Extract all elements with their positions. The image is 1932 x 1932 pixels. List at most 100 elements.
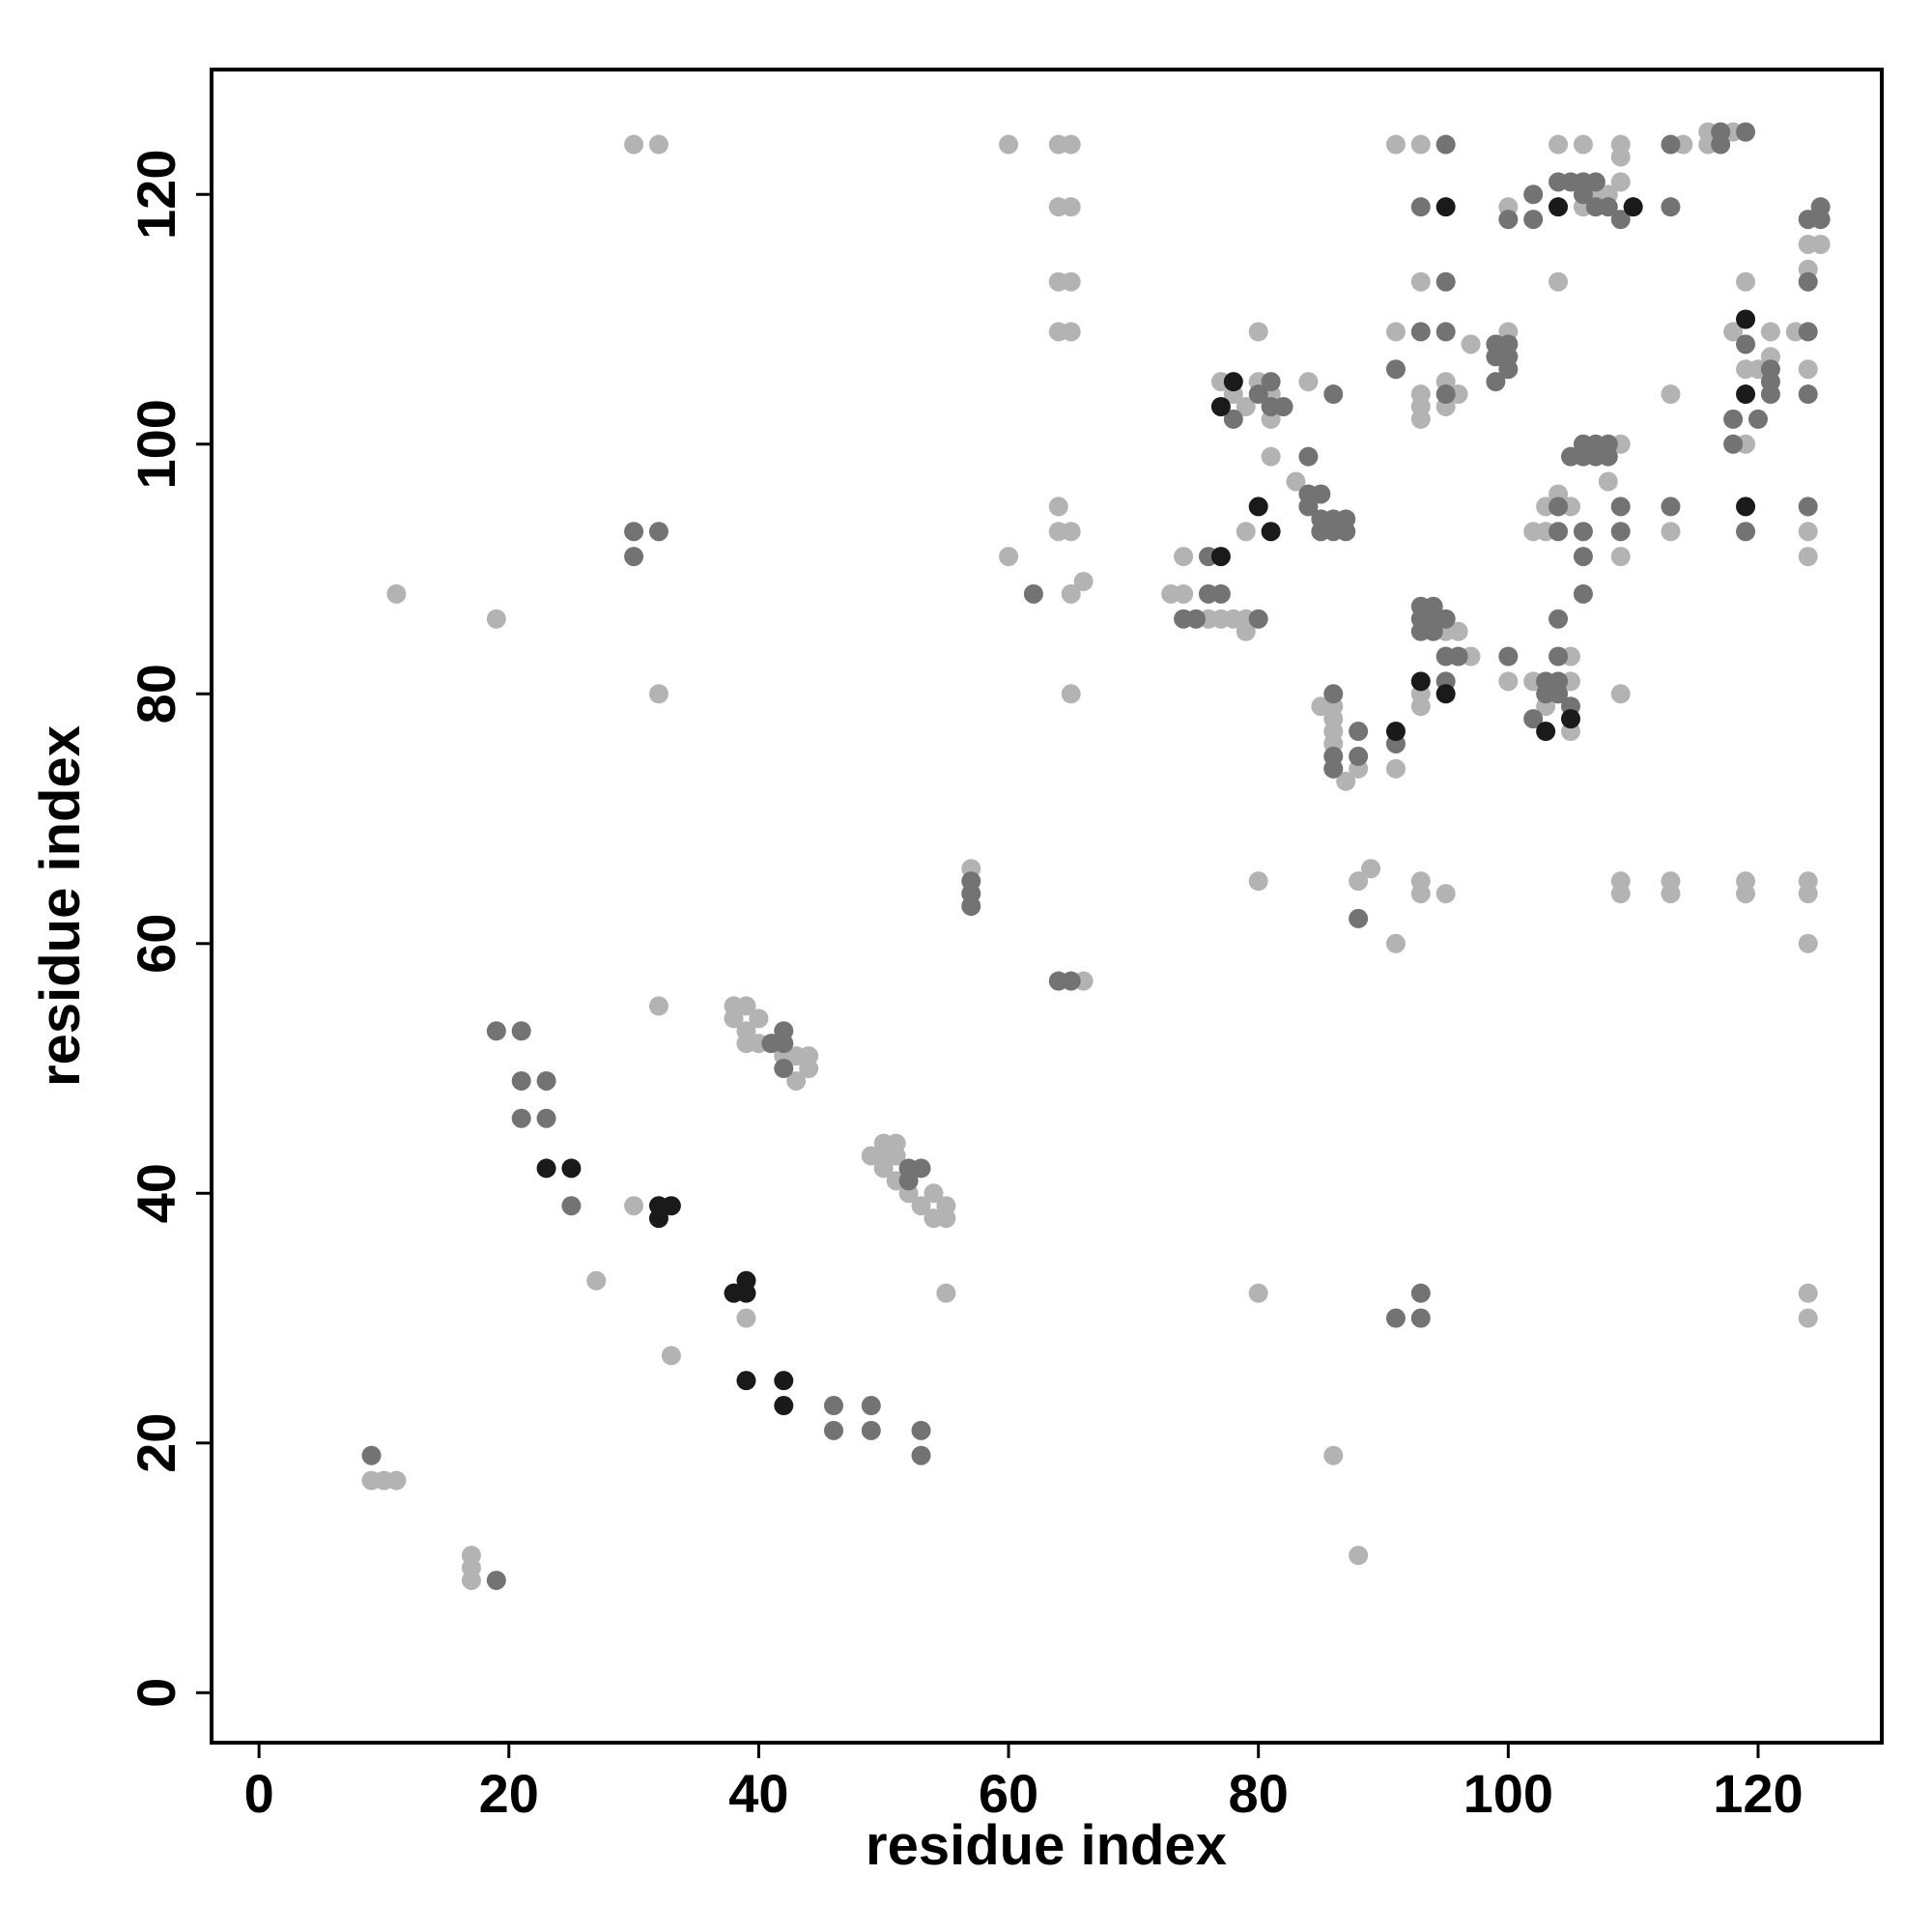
point (1548, 609, 1569, 629)
point (536, 1070, 556, 1091)
point (1523, 185, 1544, 205)
point (1461, 334, 1481, 355)
point (1736, 334, 1756, 355)
point (1798, 1283, 1818, 1303)
point (1323, 384, 1344, 405)
point (1286, 471, 1306, 492)
point (1410, 197, 1431, 217)
point (1385, 758, 1406, 779)
point (1661, 497, 1681, 517)
point (1248, 1283, 1268, 1303)
point (1798, 384, 1818, 405)
point (648, 522, 668, 542)
point (774, 1396, 794, 1416)
point (911, 1196, 931, 1216)
point (1736, 122, 1756, 142)
point (1736, 309, 1756, 329)
point (1610, 147, 1631, 167)
point (1174, 583, 1194, 604)
x-tick-label: 60 (979, 1763, 1038, 1824)
point (1311, 484, 1331, 504)
point (1349, 722, 1369, 742)
point (1210, 547, 1231, 567)
point (1236, 396, 1256, 416)
point (1523, 210, 1544, 230)
point (1798, 497, 1818, 517)
point (1498, 359, 1519, 380)
point (736, 1308, 756, 1328)
point (1610, 684, 1631, 704)
point (1323, 758, 1344, 779)
point (1435, 384, 1456, 405)
point (999, 134, 1019, 155)
point (1573, 547, 1593, 567)
point (1486, 372, 1506, 392)
point (624, 522, 644, 542)
point (511, 1021, 531, 1041)
point (1523, 709, 1544, 729)
point (1435, 322, 1456, 342)
point (749, 1009, 769, 1029)
point (1410, 884, 1431, 904)
point (1349, 1546, 1369, 1566)
point (1410, 409, 1431, 429)
point (824, 1396, 844, 1416)
point (1486, 347, 1506, 367)
point (648, 996, 668, 1016)
point (386, 583, 407, 604)
point (1723, 434, 1744, 454)
point (1610, 522, 1631, 542)
point (1598, 446, 1618, 467)
x-axis-label: residue index (866, 1814, 1227, 1877)
point (648, 684, 668, 704)
point (1385, 134, 1406, 155)
point (1548, 271, 1569, 292)
point (586, 1270, 607, 1291)
point (898, 1171, 919, 1191)
point (1435, 684, 1456, 704)
point (1661, 197, 1681, 217)
point (1798, 522, 1818, 542)
point (724, 1009, 744, 1029)
point (774, 1059, 794, 1079)
point (486, 1021, 506, 1041)
point (1023, 583, 1043, 604)
point (1186, 609, 1207, 629)
point (1760, 322, 1780, 342)
point (1410, 1308, 1431, 1328)
point (1061, 134, 1081, 155)
point (1385, 722, 1406, 742)
point (1385, 359, 1406, 380)
x-tick-label: 20 (479, 1763, 539, 1824)
point (1349, 746, 1369, 766)
point (1223, 409, 1243, 429)
point (736, 1371, 756, 1391)
point (911, 1445, 931, 1465)
point (461, 1570, 481, 1590)
point (1661, 134, 1681, 155)
point (511, 1070, 531, 1091)
point (1736, 384, 1756, 405)
x-tick-label: 40 (728, 1763, 788, 1824)
point (1548, 522, 1569, 542)
point (1248, 609, 1268, 629)
point (1498, 334, 1519, 355)
point (824, 1420, 844, 1440)
point (1061, 197, 1081, 217)
point (1435, 609, 1456, 629)
point (1361, 859, 1381, 879)
point (661, 1346, 681, 1366)
point (1598, 197, 1618, 217)
point (1435, 884, 1456, 904)
point (1573, 134, 1593, 155)
point (1061, 322, 1081, 342)
point (1560, 709, 1580, 729)
point (511, 1108, 531, 1128)
point (961, 896, 981, 916)
point (1573, 185, 1593, 205)
point (1385, 933, 1406, 953)
point (1711, 122, 1731, 142)
point (1435, 197, 1456, 217)
point (1061, 971, 1081, 991)
point (1723, 322, 1744, 342)
